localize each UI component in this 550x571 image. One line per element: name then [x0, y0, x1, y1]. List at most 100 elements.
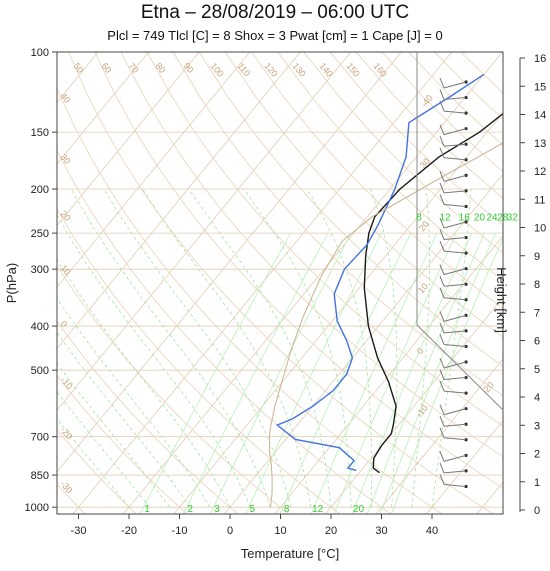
mixing-ratio-line	[366, 232, 485, 514]
moist-adiabat	[103, 188, 291, 508]
wind-barb-staff	[443, 437, 467, 441]
height-tick-label: 4	[534, 392, 540, 404]
moist-adiabat	[57, 214, 251, 508]
moist-adiabat	[370, 188, 398, 508]
wind-barb-staff	[443, 128, 467, 136]
y-tick-label: 850	[31, 470, 49, 482]
mixing-ratio-label: 12	[440, 213, 452, 224]
wind-barb-flag	[439, 217, 445, 229]
mixing-ratio-label: 28	[497, 213, 509, 224]
height-tick-label: 12	[534, 166, 546, 178]
wind-barb-flag	[439, 89, 445, 100]
wind-barb-flag	[439, 334, 445, 345]
wind-barb-flag	[439, 124, 445, 135]
dry-adiabat-label: 40	[58, 91, 72, 105]
height-tick-label: 15	[534, 81, 546, 93]
x-tick-label: -30	[71, 525, 87, 537]
wind-barb-flag	[439, 194, 445, 205]
isotherm-line	[57, 52, 352, 411]
y-tick-label: 150	[31, 127, 49, 139]
wind-barb-staff	[443, 483, 467, 487]
mixing-ratio-bottom-label: 8	[284, 504, 290, 515]
wind-barb-station	[464, 173, 468, 177]
dry-adiabat	[225, 52, 503, 338]
wind-barb-staff	[443, 283, 467, 287]
wind-barb-flag	[439, 264, 445, 275]
wind-barb-staff	[443, 174, 467, 182]
mixing-ratio-line	[310, 232, 438, 514]
moist-adiabat	[57, 418, 130, 508]
x-tick-label: -10	[172, 525, 188, 537]
y-axis-label: P(hPa)	[4, 263, 19, 303]
height-tick-label: 14	[534, 110, 546, 122]
wind-barb-staff	[443, 390, 467, 394]
x-axis-label: Temperature [°C]	[241, 546, 339, 561]
wind-barb-staff	[443, 454, 467, 462]
wind-barb-staff	[443, 408, 467, 416]
mixing-ratio-label: 16	[459, 213, 471, 224]
height-tick-label: 7	[534, 307, 540, 319]
height-tick-label: 1	[534, 477, 540, 489]
wind-barb-staff	[443, 143, 467, 147]
dry-adiabat-label: 30	[418, 156, 432, 170]
dry-adiabat-label: 50	[71, 61, 85, 75]
moist-adiabat	[306, 188, 373, 508]
mixing-ratio-label: 24	[486, 213, 498, 224]
wind-barb-staff	[443, 314, 467, 322]
wind-barb-flag	[439, 229, 445, 240]
wind-barb-staff	[443, 81, 467, 89]
dry-adiabat	[57, 265, 290, 514]
wind-barb-staff	[443, 423, 467, 427]
dry-adiabat	[57, 374, 188, 514]
dry-adiabat	[57, 87, 443, 514]
mixing-ratio-label: 20	[474, 213, 486, 224]
dry-adiabat-label: 100	[208, 61, 225, 79]
isotherm-line	[57, 52, 301, 350]
dry-adiabat	[94, 52, 503, 489]
wind-barb-flag	[439, 77, 445, 89]
y-tick-label: 700	[31, 432, 49, 444]
mixing-ratio-line	[245, 232, 382, 514]
dry-adiabat-label: 120	[262, 61, 279, 79]
mixing-ratio-line	[333, 232, 457, 514]
y-tick-label: 200	[31, 184, 49, 196]
dry-adiabat-label: -20	[58, 425, 74, 441]
isotherm-line	[425, 419, 503, 514]
dry-adiabat	[57, 429, 137, 514]
moist-adiabat	[243, 188, 352, 508]
x-tick-label: -20	[121, 525, 137, 537]
height-tick-label: 0	[534, 505, 540, 517]
mixing-ratio-bottom-label: 5	[250, 504, 256, 515]
dry-adiabat	[172, 52, 503, 397]
moist-adiabat	[142, 188, 312, 508]
y-tick-label: 500	[31, 365, 49, 377]
wind-barb-flag	[439, 357, 445, 369]
y-tick-label: 100	[31, 47, 49, 59]
dry-adiabat-label: 20	[58, 209, 72, 223]
mixing-ratio-label: 8	[416, 213, 422, 224]
wind-barb-staff	[443, 470, 467, 474]
dry-adiabat-label: 60	[99, 61, 113, 75]
x-tick-label: 40	[426, 525, 438, 537]
moist-adiabat	[57, 391, 150, 508]
wind-barb-flag	[439, 182, 445, 194]
wind-barb-flag	[439, 404, 445, 415]
mixing-ratio-bottom-label: 2	[187, 504, 193, 515]
mixing-ratio-bottom-label: 3	[214, 504, 220, 515]
wind-barb-staff	[443, 250, 467, 254]
wind-barb-flag	[439, 136, 445, 147]
dry-adiabat-label: 0	[58, 319, 69, 329]
mixing-ratio-line	[209, 232, 352, 514]
isotherm-line	[122, 52, 503, 514]
chart-subtitle: Plcl = 749 Tlcl [C] = 8 Shox = 3 Pwat [c…	[107, 28, 443, 43]
x-tick-label: 10	[274, 525, 286, 537]
wind-barb-flag	[439, 416, 445, 427]
wind-barb-flag	[439, 369, 445, 380]
wind-barb-staff	[443, 190, 467, 194]
dry-adiabat-label: 20	[417, 219, 431, 233]
wind-barb-flag	[439, 276, 445, 287]
wind-barb-staff	[443, 361, 467, 369]
series-line-parcel	[268, 142, 503, 508]
wind-barb-staff	[443, 343, 467, 347]
